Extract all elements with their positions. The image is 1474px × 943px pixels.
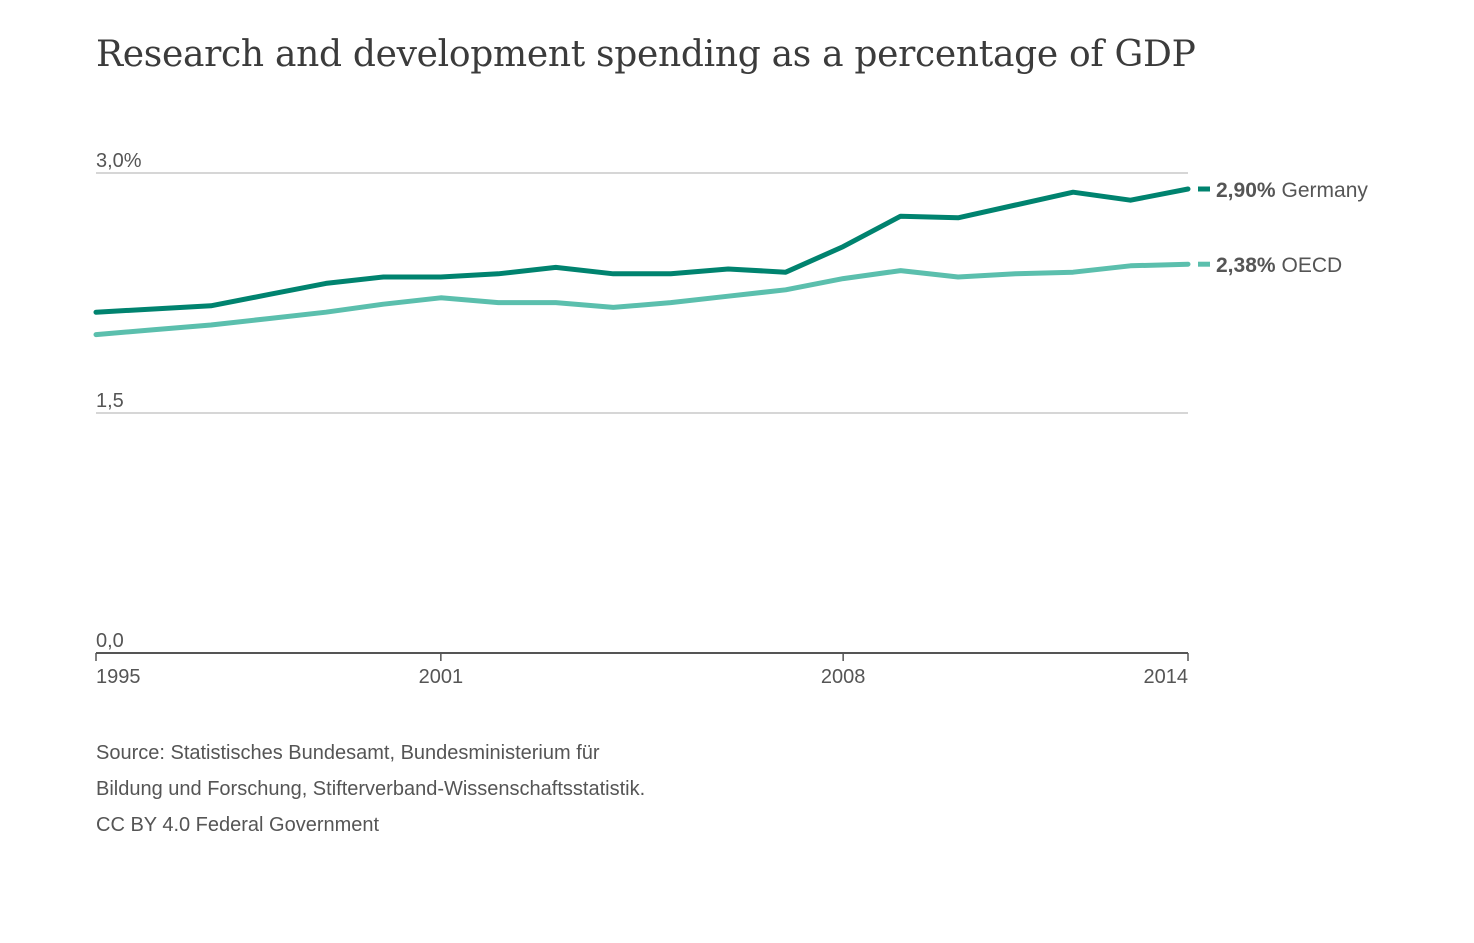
source-line-3: CC BY 4.0 Federal Government: [96, 814, 380, 836]
axis-labels: 3,0% 1,5 0,0 1995 2001 2008 2014 2,90% Germany 2,…: [96, 150, 1368, 688]
series-name-germany: Germany: [1282, 179, 1369, 202]
y-tick-label: 0,0: [96, 630, 124, 652]
series-lines: [93, 186, 1210, 338]
gridlines: [95, 172, 1189, 661]
chart-title: Research and development spending as a p…: [96, 34, 1196, 75]
x-tick-label: 2014: [1144, 666, 1189, 688]
series-end-value-germany: 2,90%: [1216, 179, 1276, 202]
x-tick-label: 2008: [821, 666, 866, 688]
series-line-germany: [93, 186, 1191, 315]
source-note: Source: Statistisches Bundesamt, Bundesm…: [96, 735, 645, 843]
series-name-oecd: OECD: [1282, 254, 1343, 277]
source-line-2: Bildung und Forschung, Stifterverband-Wi…: [96, 778, 646, 800]
y-tick-label: 1,5: [96, 390, 124, 412]
source-line-1: Source: Statistisches Bundesamt, Bundesm…: [96, 742, 600, 764]
x-tick-label: 1995: [96, 666, 141, 688]
series-line-oecd: [93, 261, 1191, 338]
y-tick-label: 3,0%: [96, 150, 142, 172]
series-end-value-oecd: 2,38%: [1216, 254, 1276, 277]
x-tick-label: 2001: [419, 666, 464, 688]
